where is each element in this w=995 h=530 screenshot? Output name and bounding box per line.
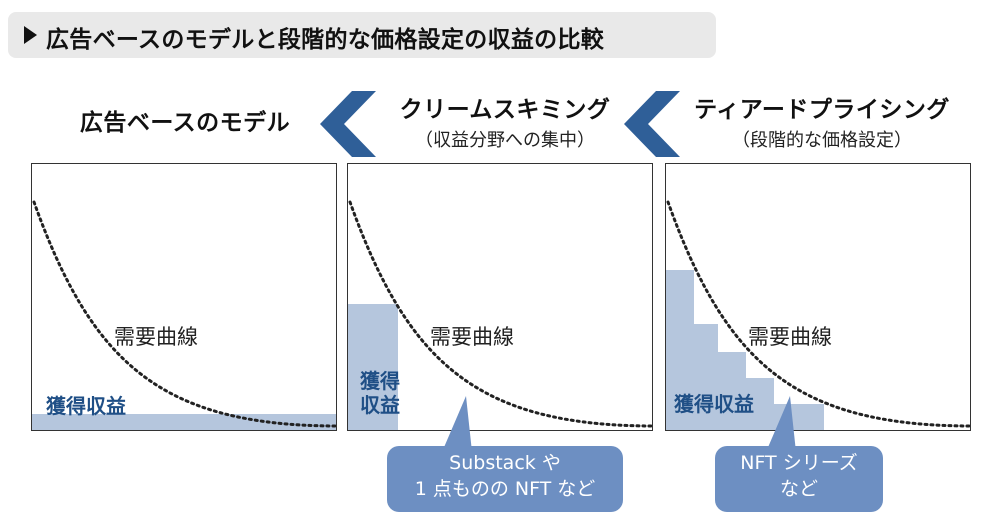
panel-tiered-pricing: 需要曲線 獲得収益 bbox=[665, 163, 971, 431]
callout-line: NFT シリーズ bbox=[740, 452, 858, 474]
panel-ad-based: 需要曲線 獲得収益 bbox=[31, 163, 337, 431]
callout-cream-examples: Substack や 1 点ものの NFT など bbox=[387, 446, 623, 512]
revenue-block bbox=[348, 304, 398, 430]
model-name-cream: クリームスキミング bbox=[399, 97, 611, 123]
model-subtitle-cream: （収益分野への集中） bbox=[415, 130, 595, 151]
callout-tiered-examples: NFT シリーズ など bbox=[715, 446, 883, 512]
demand-curve bbox=[348, 200, 652, 428]
model-header-tiered: ティアードプライシング （段階的な価格設定） bbox=[672, 90, 972, 152]
model-header-cream: クリームスキミング （収益分野への集中） bbox=[370, 90, 640, 152]
page-title: 広告ベースのモデルと段階的な価格設定の収益の比較 bbox=[46, 27, 605, 53]
chevron-left-icon bbox=[624, 91, 680, 157]
play-triangle-icon bbox=[24, 26, 37, 44]
chevron-left-icon bbox=[320, 91, 376, 157]
revenue-label-line: 収益 bbox=[360, 393, 400, 417]
revenue-label: 獲得収益 bbox=[46, 394, 126, 418]
callout-pointer bbox=[442, 396, 472, 452]
model-header-ad: 広告ベースのモデル bbox=[40, 103, 330, 137]
model-name-ad: 広告ベースのモデル bbox=[79, 110, 291, 136]
model-subtitle-tiered: （段階的な価格設定） bbox=[732, 130, 912, 151]
revenue-label: 獲得 収益 bbox=[360, 369, 400, 417]
title-bar: 広告ベースのモデルと段階的な価格設定の収益の比較 bbox=[8, 12, 716, 58]
demand-curve-label: 需要曲線 bbox=[748, 325, 832, 349]
callout-line: など bbox=[779, 477, 818, 500]
callout-line: Substack や bbox=[449, 452, 561, 474]
demand-curve-label: 需要曲線 bbox=[114, 325, 198, 349]
revenue-staircase bbox=[666, 270, 824, 430]
demand-curve-label: 需要曲線 bbox=[430, 325, 514, 349]
revenue-band bbox=[32, 414, 336, 430]
callout-pointer bbox=[766, 396, 796, 452]
panel-cream-skimming: 需要曲線 獲得 収益 bbox=[347, 163, 653, 431]
demand-curve bbox=[32, 200, 336, 428]
demand-curve bbox=[666, 200, 970, 428]
callout-line: 1 点ものの NFT など bbox=[414, 477, 596, 500]
model-name-tiered: ティアードプライシング bbox=[694, 97, 950, 123]
revenue-label: 獲得収益 bbox=[674, 392, 754, 416]
revenue-label-line: 獲得 bbox=[360, 369, 400, 393]
